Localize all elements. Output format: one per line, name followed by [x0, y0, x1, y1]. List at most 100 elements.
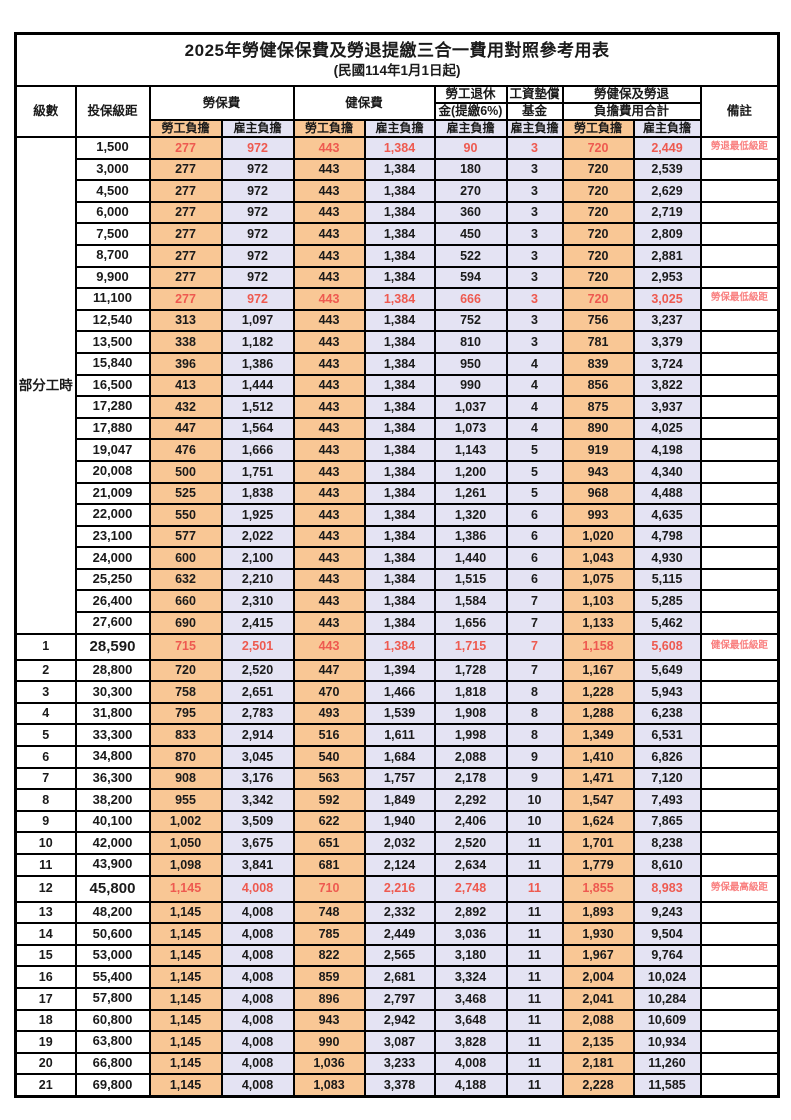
level-cell: 10 [14, 831, 77, 855]
value-cell: 720 [561, 222, 635, 246]
value-cell: 993 [561, 503, 635, 527]
value-cell: 810 [433, 330, 508, 354]
level-cell: 6 [14, 745, 77, 769]
value-cell: 563 [292, 766, 366, 791]
value-cell: 3,087 [363, 1030, 436, 1054]
table-row: 25,250 632 2,210 443 1,384 1,515 6 1,075 5,115 [16, 567, 780, 592]
bracket-cell: 8,700 [74, 243, 151, 268]
value-cell: 2,809 [632, 222, 702, 246]
value-cell: 6 [505, 546, 564, 570]
col-header-pension-line1: 勞工退休 [433, 85, 508, 104]
table-row: 24,000 600 2,100 443 1,384 1,440 6 1,043 4,930 [16, 546, 780, 570]
bracket-cell: 28,800 [74, 658, 151, 683]
value-cell: 8,983 [632, 874, 702, 903]
value-cell: 3,379 [632, 330, 702, 354]
value-cell: 8 [505, 723, 564, 748]
value-cell: 972 [220, 157, 295, 182]
value-cell: 2,520 [220, 658, 295, 683]
level-cell: 1 [14, 632, 77, 661]
value-cell: 1,145 [148, 922, 223, 946]
value-cell: 5 [505, 438, 564, 462]
premium-table: 2025年勞健保保費及勞退提繳三合一費用對照參考用表 (民國114年1月1日起)… [14, 32, 781, 1098]
value-cell: 11 [505, 874, 564, 903]
value-cell: 11 [505, 900, 564, 925]
bracket-cell: 34,800 [74, 745, 151, 769]
value-cell: 2,124 [363, 853, 436, 877]
level-cell: 16 [14, 965, 77, 989]
bracket-cell: 57,800 [74, 986, 151, 1011]
value-cell: 3,045 [220, 745, 295, 769]
value-cell: 2,914 [220, 723, 295, 748]
value-cell: 443 [292, 157, 366, 182]
value-cell: 3 [505, 330, 564, 354]
value-cell: 7,120 [632, 766, 702, 791]
value-cell: 3 [505, 308, 564, 333]
value-cell: 396 [148, 351, 223, 376]
bracket-cell: 3,000 [74, 157, 151, 182]
value-cell: 5 [505, 481, 564, 506]
value-cell: 443 [292, 438, 366, 462]
value-cell: 9 [505, 766, 564, 791]
value-cell: 2,088 [561, 1008, 635, 1033]
value-cell: 690 [148, 611, 223, 635]
table-row: 3 30,300 758 2,651 470 1,466 1,818 8 1,228 5,943 [14, 680, 780, 704]
table-row: 22,000 550 1,925 443 1,384 1,320 6 993 4,635 [16, 503, 780, 527]
value-cell: 443 [292, 632, 366, 661]
bracket-cell: 43,900 [74, 853, 151, 877]
subheader-total-employer: 雇主負擔 [632, 119, 702, 138]
value-cell: 3 [505, 136, 564, 160]
value-cell: 3 [505, 179, 564, 203]
value-cell: 2,181 [561, 1051, 635, 1076]
value-cell: 4,008 [220, 874, 295, 903]
level-cell: 21 [14, 1073, 77, 1098]
value-cell: 1,701 [561, 831, 635, 855]
value-cell: 1,386 [220, 351, 295, 376]
value-cell: 785 [292, 922, 366, 946]
bracket-cell: 17,280 [74, 395, 151, 419]
level-cell: 3 [14, 680, 77, 704]
value-cell: 3,025 [632, 287, 702, 311]
bracket-cell: 1,500 [74, 136, 151, 160]
value-cell: 1,228 [561, 680, 635, 704]
bracket-cell: 17,880 [74, 416, 151, 441]
value-cell: 4 [505, 395, 564, 419]
value-cell: 3,324 [433, 965, 508, 989]
value-cell: 2,210 [220, 567, 295, 592]
value-cell: 2,629 [632, 179, 702, 203]
level-cell: 5 [14, 723, 77, 748]
value-cell: 1,384 [363, 567, 436, 592]
value-cell: 2,681 [363, 965, 436, 989]
value-cell: 896 [292, 986, 366, 1011]
value-cell: 950 [433, 351, 508, 376]
value-cell: 9,764 [632, 943, 702, 968]
value-cell: 720 [561, 265, 635, 290]
table-body: 部分工時 1,500 277 972 443 1,384 90 3 720 2,449 勞退最低級距… [14, 136, 780, 1098]
value-cell: 522 [433, 243, 508, 268]
value-cell: 2,406 [433, 809, 508, 834]
value-cell: 3,509 [220, 809, 295, 834]
value-cell: 1,394 [363, 658, 436, 683]
note-cell [699, 853, 780, 877]
value-cell: 8 [505, 680, 564, 704]
value-cell: 443 [292, 179, 366, 203]
value-cell: 710 [292, 874, 366, 903]
value-cell: 1,384 [363, 611, 436, 635]
value-cell: 1,384 [363, 222, 436, 246]
value-cell: 1,757 [363, 766, 436, 791]
value-cell: 1,384 [363, 265, 436, 290]
bracket-cell: 28,590 [74, 632, 151, 661]
value-cell: 1,043 [561, 546, 635, 570]
table-row: 2 28,800 720 2,520 447 1,394 1,728 7 1,167 5,649 [14, 658, 780, 683]
value-cell: 180 [433, 157, 508, 182]
table-row: 23,100 577 2,022 443 1,384 1,386 6 1,020 4,798 [16, 524, 780, 549]
value-cell: 1,384 [363, 632, 436, 661]
table-row: 17,280 432 1,512 443 1,384 1,037 4 875 3,937 [16, 395, 780, 419]
value-cell: 3,233 [363, 1051, 436, 1076]
value-cell: 2,332 [363, 900, 436, 925]
note-cell [699, 567, 780, 592]
table-row: 15,840 396 1,386 443 1,384 950 4 839 3,724 [16, 351, 780, 376]
table-row: 12,540 313 1,097 443 1,384 752 3 756 3,237 [16, 308, 780, 333]
value-cell: 972 [220, 222, 295, 246]
value-cell: 1,440 [433, 546, 508, 570]
value-cell: 3,937 [632, 395, 702, 419]
